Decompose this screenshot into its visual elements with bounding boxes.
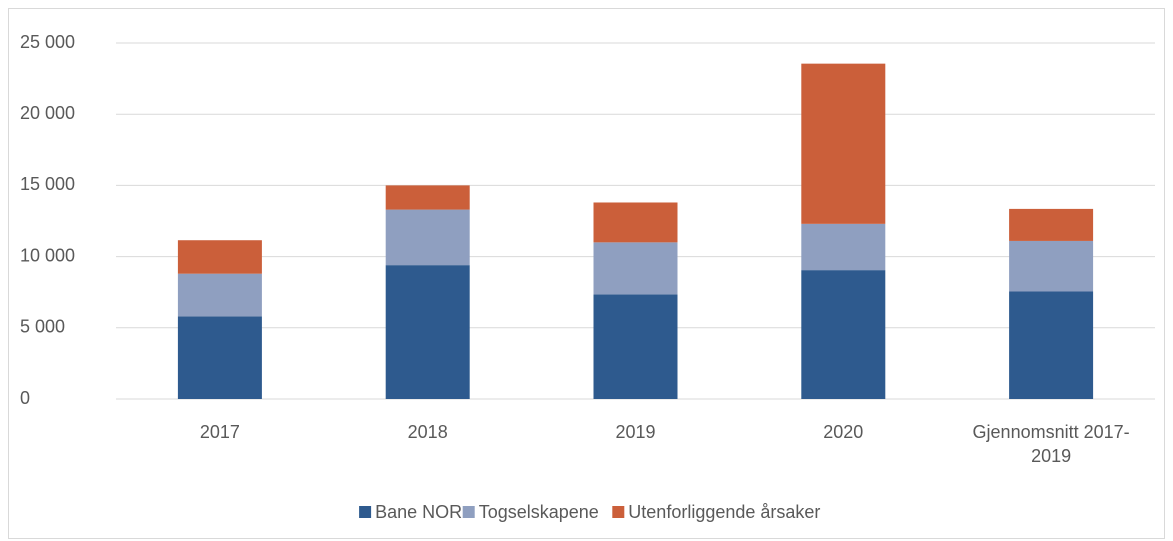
bar-segment — [801, 223, 886, 271]
bar-segment — [801, 63, 886, 224]
y-tick-label: 15 000 — [20, 174, 75, 194]
legend-label: Utenforliggende årsaker — [628, 502, 820, 522]
legend-swatch — [462, 506, 475, 518]
x-tick-label: 2019 — [615, 422, 656, 442]
bar-segment — [385, 185, 470, 210]
legend-label: Bane NOR — [375, 502, 462, 522]
bar-segment — [1009, 291, 1094, 399]
bar-segment — [385, 265, 470, 399]
legend-swatch — [612, 506, 625, 518]
bar-segment — [1009, 208, 1094, 241]
x-tick-label: 2018 — [407, 422, 448, 442]
bar-segment — [177, 316, 262, 399]
bar-segment — [1009, 240, 1094, 292]
bar-segment — [801, 270, 886, 399]
x-tick-label: Gjennomsnitt 2017-2019 — [972, 422, 1130, 466]
y-tick-label: 0 — [20, 388, 30, 408]
x-tick-label: 2020 — [823, 422, 864, 442]
bar-segment — [177, 240, 262, 274]
bar-segment — [593, 202, 678, 243]
x-tick-label: 2017 — [199, 422, 240, 442]
chart-border — [8, 8, 1165, 539]
bar-segment — [385, 209, 470, 266]
bar-segment — [177, 273, 262, 317]
y-tick-label: 10 000 — [20, 245, 75, 265]
legend-swatch — [359, 506, 372, 518]
legend-label: Togselskapene — [479, 502, 599, 522]
y-tick-label: 25 000 — [20, 32, 75, 52]
y-tick-label: 20 000 — [20, 103, 75, 123]
bar-segment — [593, 242, 678, 295]
y-tick-label: 5 000 — [20, 317, 65, 337]
bar-segment — [593, 294, 678, 399]
